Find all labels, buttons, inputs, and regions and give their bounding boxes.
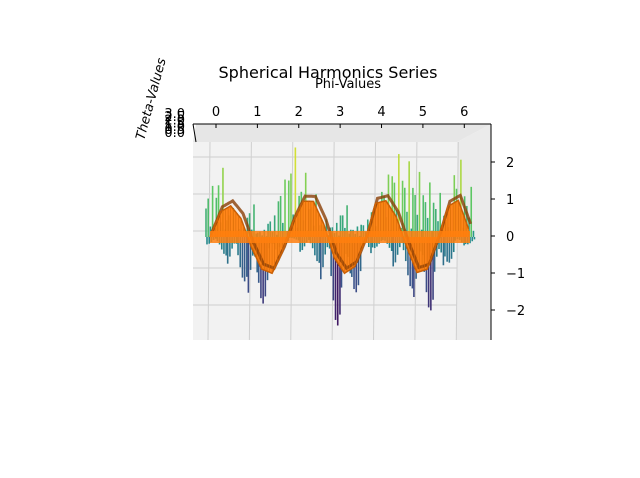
z-tick-label: 1 bbox=[506, 193, 514, 208]
orange-surface-edge bbox=[209, 199, 470, 275]
x-tick-label: 0 bbox=[212, 105, 220, 120]
y-tick-label: 1.5 bbox=[164, 117, 185, 132]
x-tick-label: 4 bbox=[377, 105, 385, 120]
z-tick-label: −1 bbox=[506, 267, 525, 282]
z-tick-label: −2 bbox=[506, 304, 525, 319]
x-axis-label: Phi-Values bbox=[315, 77, 381, 92]
y-axis-line bbox=[192, 123, 197, 143]
orange-baseline-band bbox=[210, 231, 470, 243]
x-tick-label: 3 bbox=[336, 105, 344, 120]
y-tick-label: 0.5 bbox=[164, 123, 185, 138]
x-tick-labels: 0 1 2 3 4 5 6 bbox=[212, 105, 468, 128]
axes-lines bbox=[192, 123, 492, 340]
y-tick-label: 2.5 bbox=[164, 110, 185, 125]
y-tick-label: 2.0 bbox=[164, 113, 185, 128]
y-tick-label: 1.0 bbox=[164, 120, 185, 135]
x-tick-label: 1 bbox=[253, 105, 261, 120]
y-tick-labels: 3.02.52.01.51.00.50.0 bbox=[164, 107, 185, 141]
z-tick-labels: −2 −1 0 1 2 bbox=[491, 156, 525, 319]
z-tick-label: 0 bbox=[506, 230, 514, 245]
chart-title: Spherical Harmonics Series bbox=[219, 63, 438, 82]
x-tick-label: 2 bbox=[295, 105, 303, 120]
orange-surface bbox=[209, 193, 473, 275]
z-tick-label: 2 bbox=[506, 156, 514, 171]
x-tick-label: 5 bbox=[419, 105, 427, 120]
y-tick-label: 0.0 bbox=[164, 126, 185, 141]
y-tick-label: 3.0 bbox=[164, 107, 185, 122]
orange-surface-ridge bbox=[210, 193, 473, 271]
chart-top-pane bbox=[193, 124, 491, 142]
x-tick-label: 6 bbox=[460, 105, 468, 120]
